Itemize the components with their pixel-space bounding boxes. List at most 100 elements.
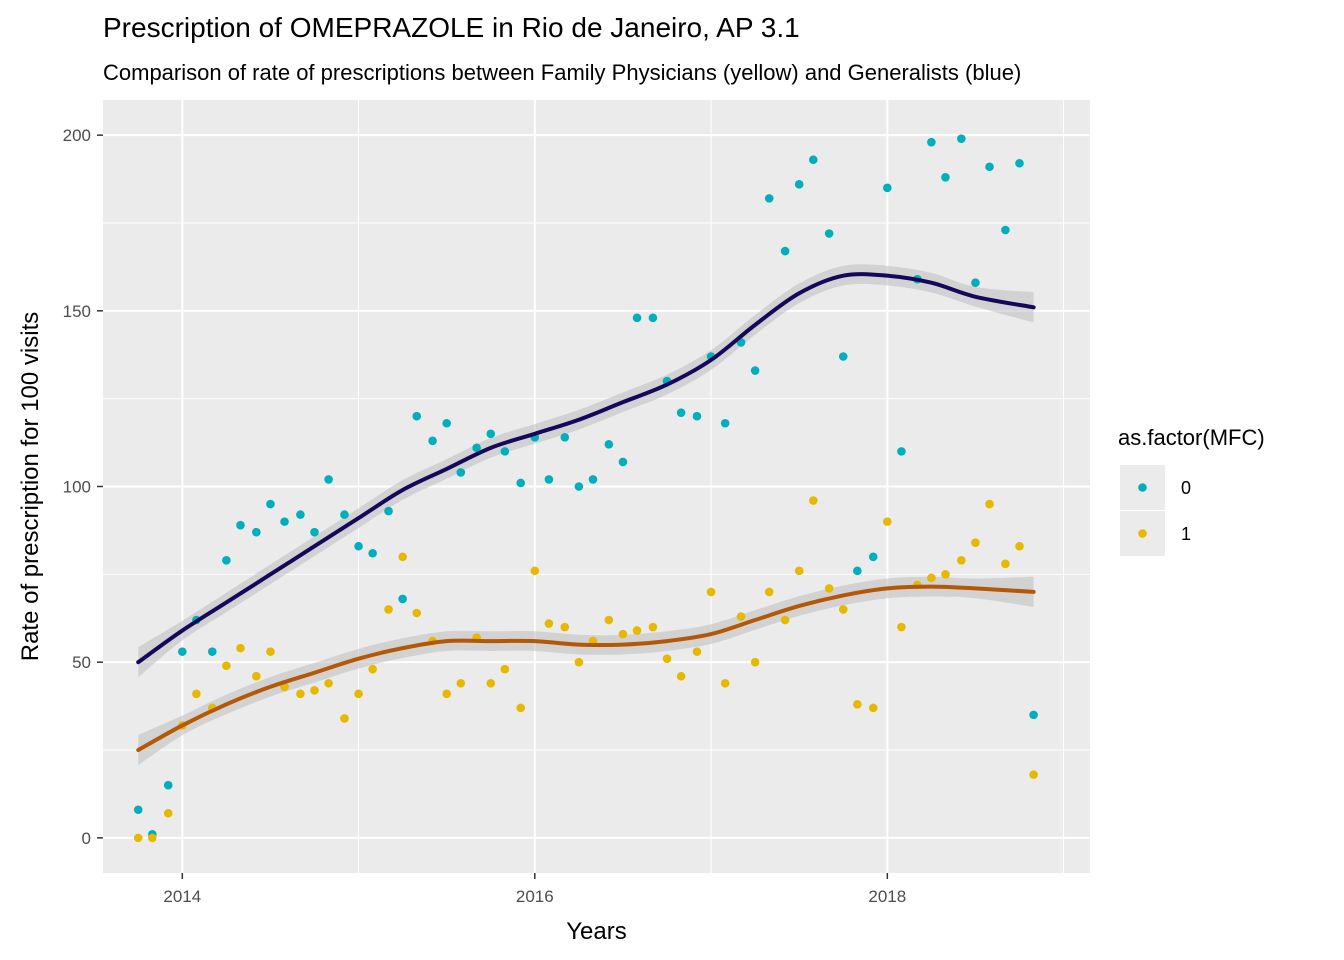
data-point-series-0 bbox=[648, 313, 658, 323]
data-point-series-0 bbox=[500, 447, 510, 456]
legend-title: as.factor(MFC) bbox=[1118, 425, 1265, 450]
x-axis: 2014 2016 2018 bbox=[163, 873, 906, 906]
data-point-series-0 bbox=[897, 447, 906, 456]
data-point-series-1 bbox=[604, 615, 614, 625]
data-point-series-1 bbox=[1029, 770, 1038, 779]
data-point-series-0 bbox=[486, 429, 496, 439]
smooth-line-series-0 bbox=[136, 272, 1036, 665]
data-point-series-0 bbox=[398, 594, 407, 604]
data-point-series-1 bbox=[530, 566, 540, 576]
y-tick-label: 150 bbox=[63, 302, 91, 321]
data-point-series-0 bbox=[883, 183, 892, 193]
data-point-series-1 bbox=[222, 661, 231, 670]
legend-key-1 bbox=[1138, 529, 1147, 538]
chart-subtitle: Comparison of rate of prescriptions betw… bbox=[103, 60, 1022, 85]
legend: as.factor(MFC) 0 1 bbox=[1118, 425, 1265, 556]
data-point-series-1 bbox=[544, 619, 554, 628]
x-tick-label: 2018 bbox=[868, 887, 906, 906]
data-point-series-1 bbox=[808, 496, 818, 505]
chart-title: Prescription of OMEPRAZOLE in Rio de Jan… bbox=[103, 12, 800, 43]
data-point-series-1 bbox=[236, 643, 245, 653]
data-point-series-0 bbox=[720, 418, 730, 428]
data-point-series-0 bbox=[632, 313, 642, 323]
data-point-series-0 bbox=[133, 805, 143, 815]
data-point-series-1 bbox=[985, 499, 994, 509]
data-point-series-1 bbox=[486, 678, 496, 688]
x-tick-label: 2014 bbox=[163, 887, 201, 906]
data-point-series-1 bbox=[560, 622, 570, 632]
data-point-series-1 bbox=[412, 608, 422, 618]
data-point-series-0 bbox=[618, 457, 628, 467]
data-point-series-1 bbox=[927, 573, 936, 583]
data-point-series-0 bbox=[676, 408, 686, 418]
data-point-series-1 bbox=[398, 552, 407, 562]
data-point-series-0 bbox=[780, 246, 790, 256]
data-point-series-0 bbox=[941, 173, 950, 182]
data-point-series-0 bbox=[236, 520, 245, 530]
data-point-series-1 bbox=[632, 626, 642, 635]
data-point-series-0 bbox=[368, 548, 377, 558]
data-point-series-1 bbox=[384, 605, 393, 614]
data-point-series-0 bbox=[1001, 225, 1010, 235]
data-point-series-1 bbox=[252, 671, 261, 681]
data-point-series-0 bbox=[927, 137, 936, 147]
data-point-series-1 bbox=[1015, 541, 1024, 551]
data-point-series-0 bbox=[354, 541, 363, 551]
y-tick-label: 200 bbox=[63, 126, 91, 145]
y-tick-label: 50 bbox=[72, 653, 91, 672]
data-point-series-1 bbox=[368, 664, 377, 674]
data-point-series-1 bbox=[750, 657, 760, 667]
data-point-series-1 bbox=[883, 517, 892, 526]
data-point-series-0 bbox=[824, 229, 834, 238]
data-point-series-0 bbox=[1015, 158, 1024, 168]
data-point-series-1 bbox=[676, 671, 686, 681]
data-point-series-0 bbox=[750, 366, 760, 375]
data-point-series-1 bbox=[957, 555, 966, 565]
data-point-series-0 bbox=[868, 552, 878, 562]
data-point-series-1 bbox=[456, 678, 466, 688]
data-point-series-1 bbox=[941, 570, 950, 579]
data-point-series-1 bbox=[720, 678, 730, 688]
data-point-series-1 bbox=[692, 647, 702, 656]
data-point-series-0 bbox=[296, 510, 305, 519]
data-point-series-1 bbox=[296, 689, 305, 699]
data-point-series-0 bbox=[957, 134, 966, 143]
data-point-series-0 bbox=[340, 510, 349, 519]
data-point-series-0 bbox=[692, 411, 702, 421]
y-axis: 0 50 100 150 200 bbox=[63, 126, 103, 848]
data-point-series-1 bbox=[148, 833, 157, 843]
data-point-series-0 bbox=[985, 162, 994, 172]
data-point-series-1 bbox=[662, 654, 672, 663]
data-point-series-0 bbox=[222, 555, 231, 565]
data-point-series-0 bbox=[384, 506, 393, 516]
data-point-series-1 bbox=[764, 587, 774, 597]
data-point-series-0 bbox=[252, 527, 261, 537]
data-point-series-1 bbox=[618, 629, 628, 639]
data-point-series-1 bbox=[354, 689, 363, 699]
data-point-series-0 bbox=[604, 440, 614, 449]
data-point-series-0 bbox=[574, 482, 584, 491]
data-point-series-1 bbox=[706, 587, 716, 597]
legend-label-1: 1 bbox=[1181, 524, 1191, 544]
data-point-series-0 bbox=[207, 647, 217, 656]
data-point-series-0 bbox=[324, 475, 333, 484]
data-point-series-1 bbox=[824, 584, 834, 593]
data-point-series-1 bbox=[794, 566, 804, 576]
x-axis-title: Years bbox=[566, 918, 627, 945]
data-point-series-1 bbox=[897, 622, 906, 632]
data-point-series-1 bbox=[1001, 559, 1010, 569]
data-point-series-0 bbox=[280, 517, 289, 526]
legend-key-0 bbox=[1138, 483, 1147, 492]
data-point-series-1 bbox=[516, 703, 526, 713]
data-point-series-0 bbox=[544, 475, 554, 484]
data-point-series-1 bbox=[971, 538, 980, 548]
data-point-series-0 bbox=[163, 780, 173, 790]
y-axis-title: Rate of prescription for 100 visits bbox=[17, 312, 44, 662]
data-point-series-1 bbox=[324, 678, 333, 688]
smooth-lines bbox=[136, 272, 1036, 753]
data-point-series-0 bbox=[794, 180, 804, 189]
data-point-series-0 bbox=[266, 499, 275, 509]
data-point-series-1 bbox=[192, 689, 201, 699]
smooth-line-series-1 bbox=[136, 584, 1036, 753]
